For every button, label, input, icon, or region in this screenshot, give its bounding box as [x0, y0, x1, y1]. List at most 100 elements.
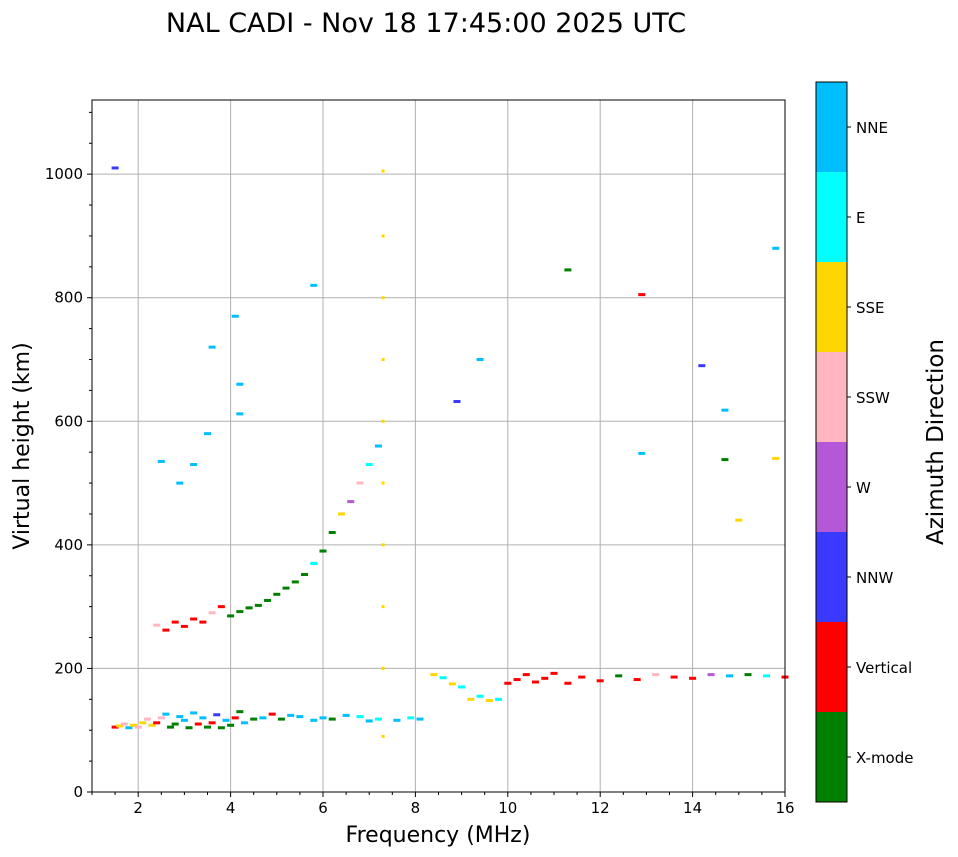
- echo-point-0-14: [176, 715, 184, 719]
- echo-point-3-1: [157, 459, 165, 463]
- echo-point-2-12: [264, 598, 272, 602]
- echo-point-4-7: [381, 296, 385, 300]
- echo-point-0-40: [365, 719, 373, 723]
- chart-title: NAL CADI - Nov 18 17:45:00 2025 UTC: [166, 8, 686, 39]
- echo-point-2-19: [328, 531, 336, 534]
- echo-point-2-11: [254, 603, 262, 607]
- colorbar-label-nne: NNE: [856, 119, 888, 137]
- y-tick-label-400: 400: [54, 536, 83, 554]
- echo-point-3-17: [721, 458, 729, 462]
- colorbar-label: Azimuth Direction: [923, 339, 949, 545]
- echo-point-0-27: [236, 710, 244, 714]
- echo-point-3-3: [190, 463, 198, 467]
- echo-point-4-4: [381, 481, 385, 485]
- echo-point-0-34: [296, 715, 304, 719]
- echo-point-0-44: [416, 717, 424, 721]
- echo-point-0-23: [217, 726, 225, 730]
- colorbar-label-w: W: [856, 479, 871, 497]
- echo-point-3-14: [638, 451, 646, 455]
- colorbar-swatch-vertical: [816, 622, 847, 712]
- echo-point-2-15: [291, 580, 299, 584]
- echo-point-3-0: [111, 166, 119, 170]
- echo-point-3-15: [698, 364, 706, 368]
- echo-point-0-15: [180, 718, 188, 722]
- echo-point-4-9: [381, 169, 385, 173]
- echo-point-3-12: [564, 268, 572, 272]
- echo-point-0-17: [190, 711, 198, 715]
- x-tick-label-10: 10: [498, 799, 517, 817]
- echo-point-1-18: [633, 678, 641, 682]
- echo-point-0-32: [277, 717, 285, 721]
- plot-background: [92, 100, 785, 792]
- echo-point-2-24: [374, 444, 382, 448]
- echo-point-2-13: [273, 592, 281, 596]
- colorbar-swatch-x-mode: [816, 712, 847, 802]
- echo-point-1-12: [541, 676, 549, 680]
- echo-point-1-10: [522, 673, 530, 677]
- colorbar-label-e: E: [856, 209, 865, 227]
- y-tick-label-800: 800: [54, 289, 83, 307]
- echo-point-1-21: [689, 676, 697, 680]
- echo-point-1-24: [744, 673, 752, 677]
- echo-point-0-10: [157, 716, 165, 720]
- x-axis-ticks: 2 4 6 8 10 12 14 16: [91, 792, 795, 817]
- echo-point-1-20: [670, 675, 678, 679]
- echo-point-0-43: [407, 716, 415, 720]
- echo-point-1-6: [485, 699, 493, 703]
- x-tick-label-16: 16: [775, 799, 794, 817]
- y-tick-label-600: 600: [54, 412, 83, 430]
- echo-point-0-12: [167, 725, 175, 729]
- echo-point-0-36: [319, 716, 327, 720]
- colorbar-swatch-e: [816, 172, 847, 262]
- echo-point-0-20: [204, 725, 211, 729]
- echo-point-2-6: [208, 611, 216, 615]
- echo-point-1-25: [763, 674, 771, 678]
- echo-point-1-11: [532, 680, 540, 684]
- echo-point-0-2: [120, 722, 128, 726]
- x-tick-label-6: 6: [318, 799, 328, 817]
- echo-point-0-38: [342, 713, 350, 717]
- colorbar-label-sse: SSE: [856, 299, 885, 317]
- echo-point-0-37: [328, 717, 336, 721]
- echo-point-3-7: [236, 412, 244, 416]
- echo-point-0-1: [116, 724, 124, 728]
- echo-point-0-6: [139, 721, 147, 725]
- echo-point-2-2: [171, 620, 179, 624]
- echo-point-0-30: [259, 716, 267, 720]
- echo-point-3-20: [772, 456, 780, 460]
- echo-point-0-31: [268, 712, 276, 716]
- echo-point-0-4: [130, 723, 138, 727]
- echo-point-2-9: [236, 610, 244, 614]
- echo-point-0-19: [199, 716, 207, 720]
- colorbar-label-ssw: SSW: [856, 389, 890, 407]
- echo-point-0-33: [287, 713, 295, 717]
- echo-point-2-20: [337, 512, 345, 516]
- echo-point-1-15: [578, 675, 586, 679]
- x-axis-label: Frequency (MHz): [346, 823, 531, 848]
- echo-point-2-21: [347, 500, 355, 504]
- echo-point-0-9: [153, 721, 161, 725]
- y-tick-label-0: 0: [73, 783, 83, 801]
- echo-point-4-0: [381, 734, 385, 738]
- echo-point-0-13: [171, 722, 179, 726]
- echo-point-0-24: [222, 718, 230, 722]
- echo-point-3-6: [231, 314, 239, 318]
- echo-point-1-16: [596, 679, 604, 683]
- echo-point-3-5: [208, 345, 216, 349]
- y-tick-label-1000: 1000: [45, 165, 83, 183]
- y-axis-ticks: 0 200 400 600 800 1000: [45, 111, 92, 801]
- echo-point-4-6: [381, 358, 385, 361]
- echo-point-3-16: [721, 408, 729, 412]
- echo-point-4-5: [381, 419, 385, 423]
- echo-point-0-0: [111, 725, 119, 729]
- echo-point-2-0: [153, 623, 161, 627]
- x-tick-label-8: 8: [411, 799, 421, 817]
- echo-point-2-7: [217, 605, 225, 609]
- x-tick-label-12: 12: [591, 799, 610, 817]
- echo-point-1-8: [504, 681, 512, 685]
- echo-point-0-29: [250, 717, 258, 721]
- echo-point-3-10: [453, 400, 461, 404]
- echo-point-3-19: [772, 246, 780, 250]
- echo-point-0-11: [162, 712, 170, 716]
